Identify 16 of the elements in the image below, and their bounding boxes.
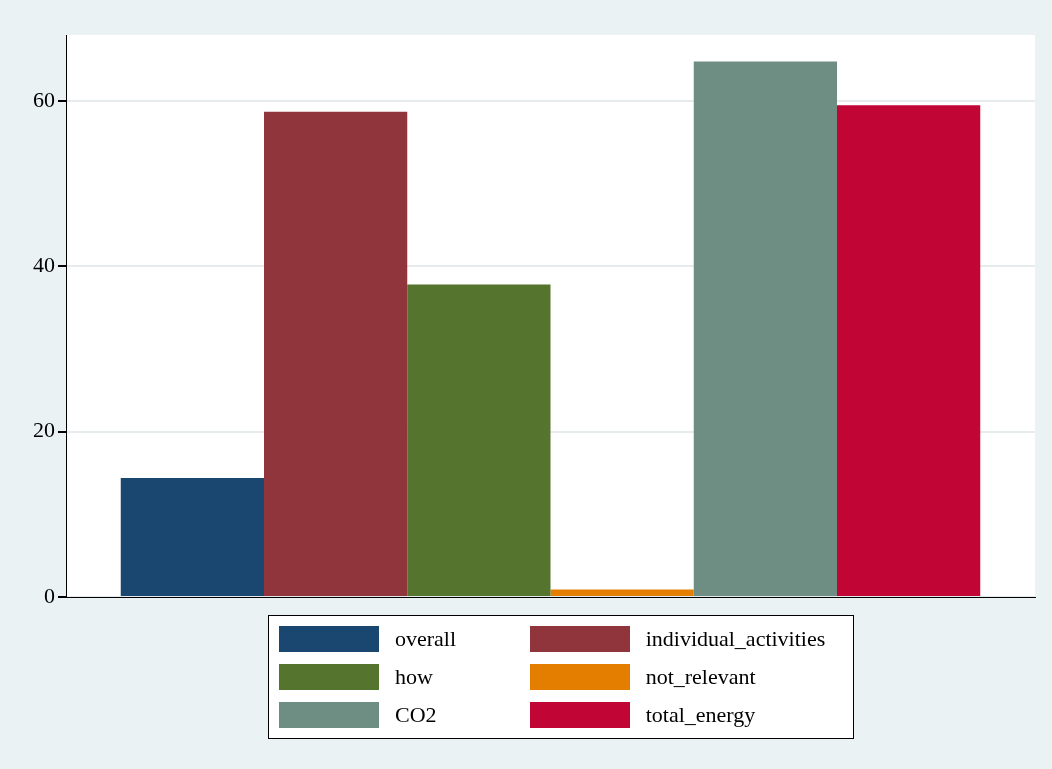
- y-tick-label: 20: [33, 417, 55, 443]
- bar: [120, 477, 264, 596]
- bar: [693, 61, 837, 596]
- y-tick-label: 0: [44, 582, 55, 608]
- y-tick-label: 60: [33, 86, 55, 112]
- legend-label: individual_activities: [645, 626, 826, 652]
- y-tick-label: 40: [33, 252, 55, 278]
- legend-label: overall: [395, 626, 457, 652]
- bar: [407, 284, 551, 596]
- legend-label: total_energy: [645, 702, 756, 728]
- bar: [550, 589, 694, 596]
- bar: [264, 111, 408, 596]
- bar: [837, 105, 981, 596]
- legend-label: how: [395, 664, 433, 690]
- legend-label: CO2: [395, 702, 437, 728]
- legend-label: not_relevant: [645, 664, 756, 690]
